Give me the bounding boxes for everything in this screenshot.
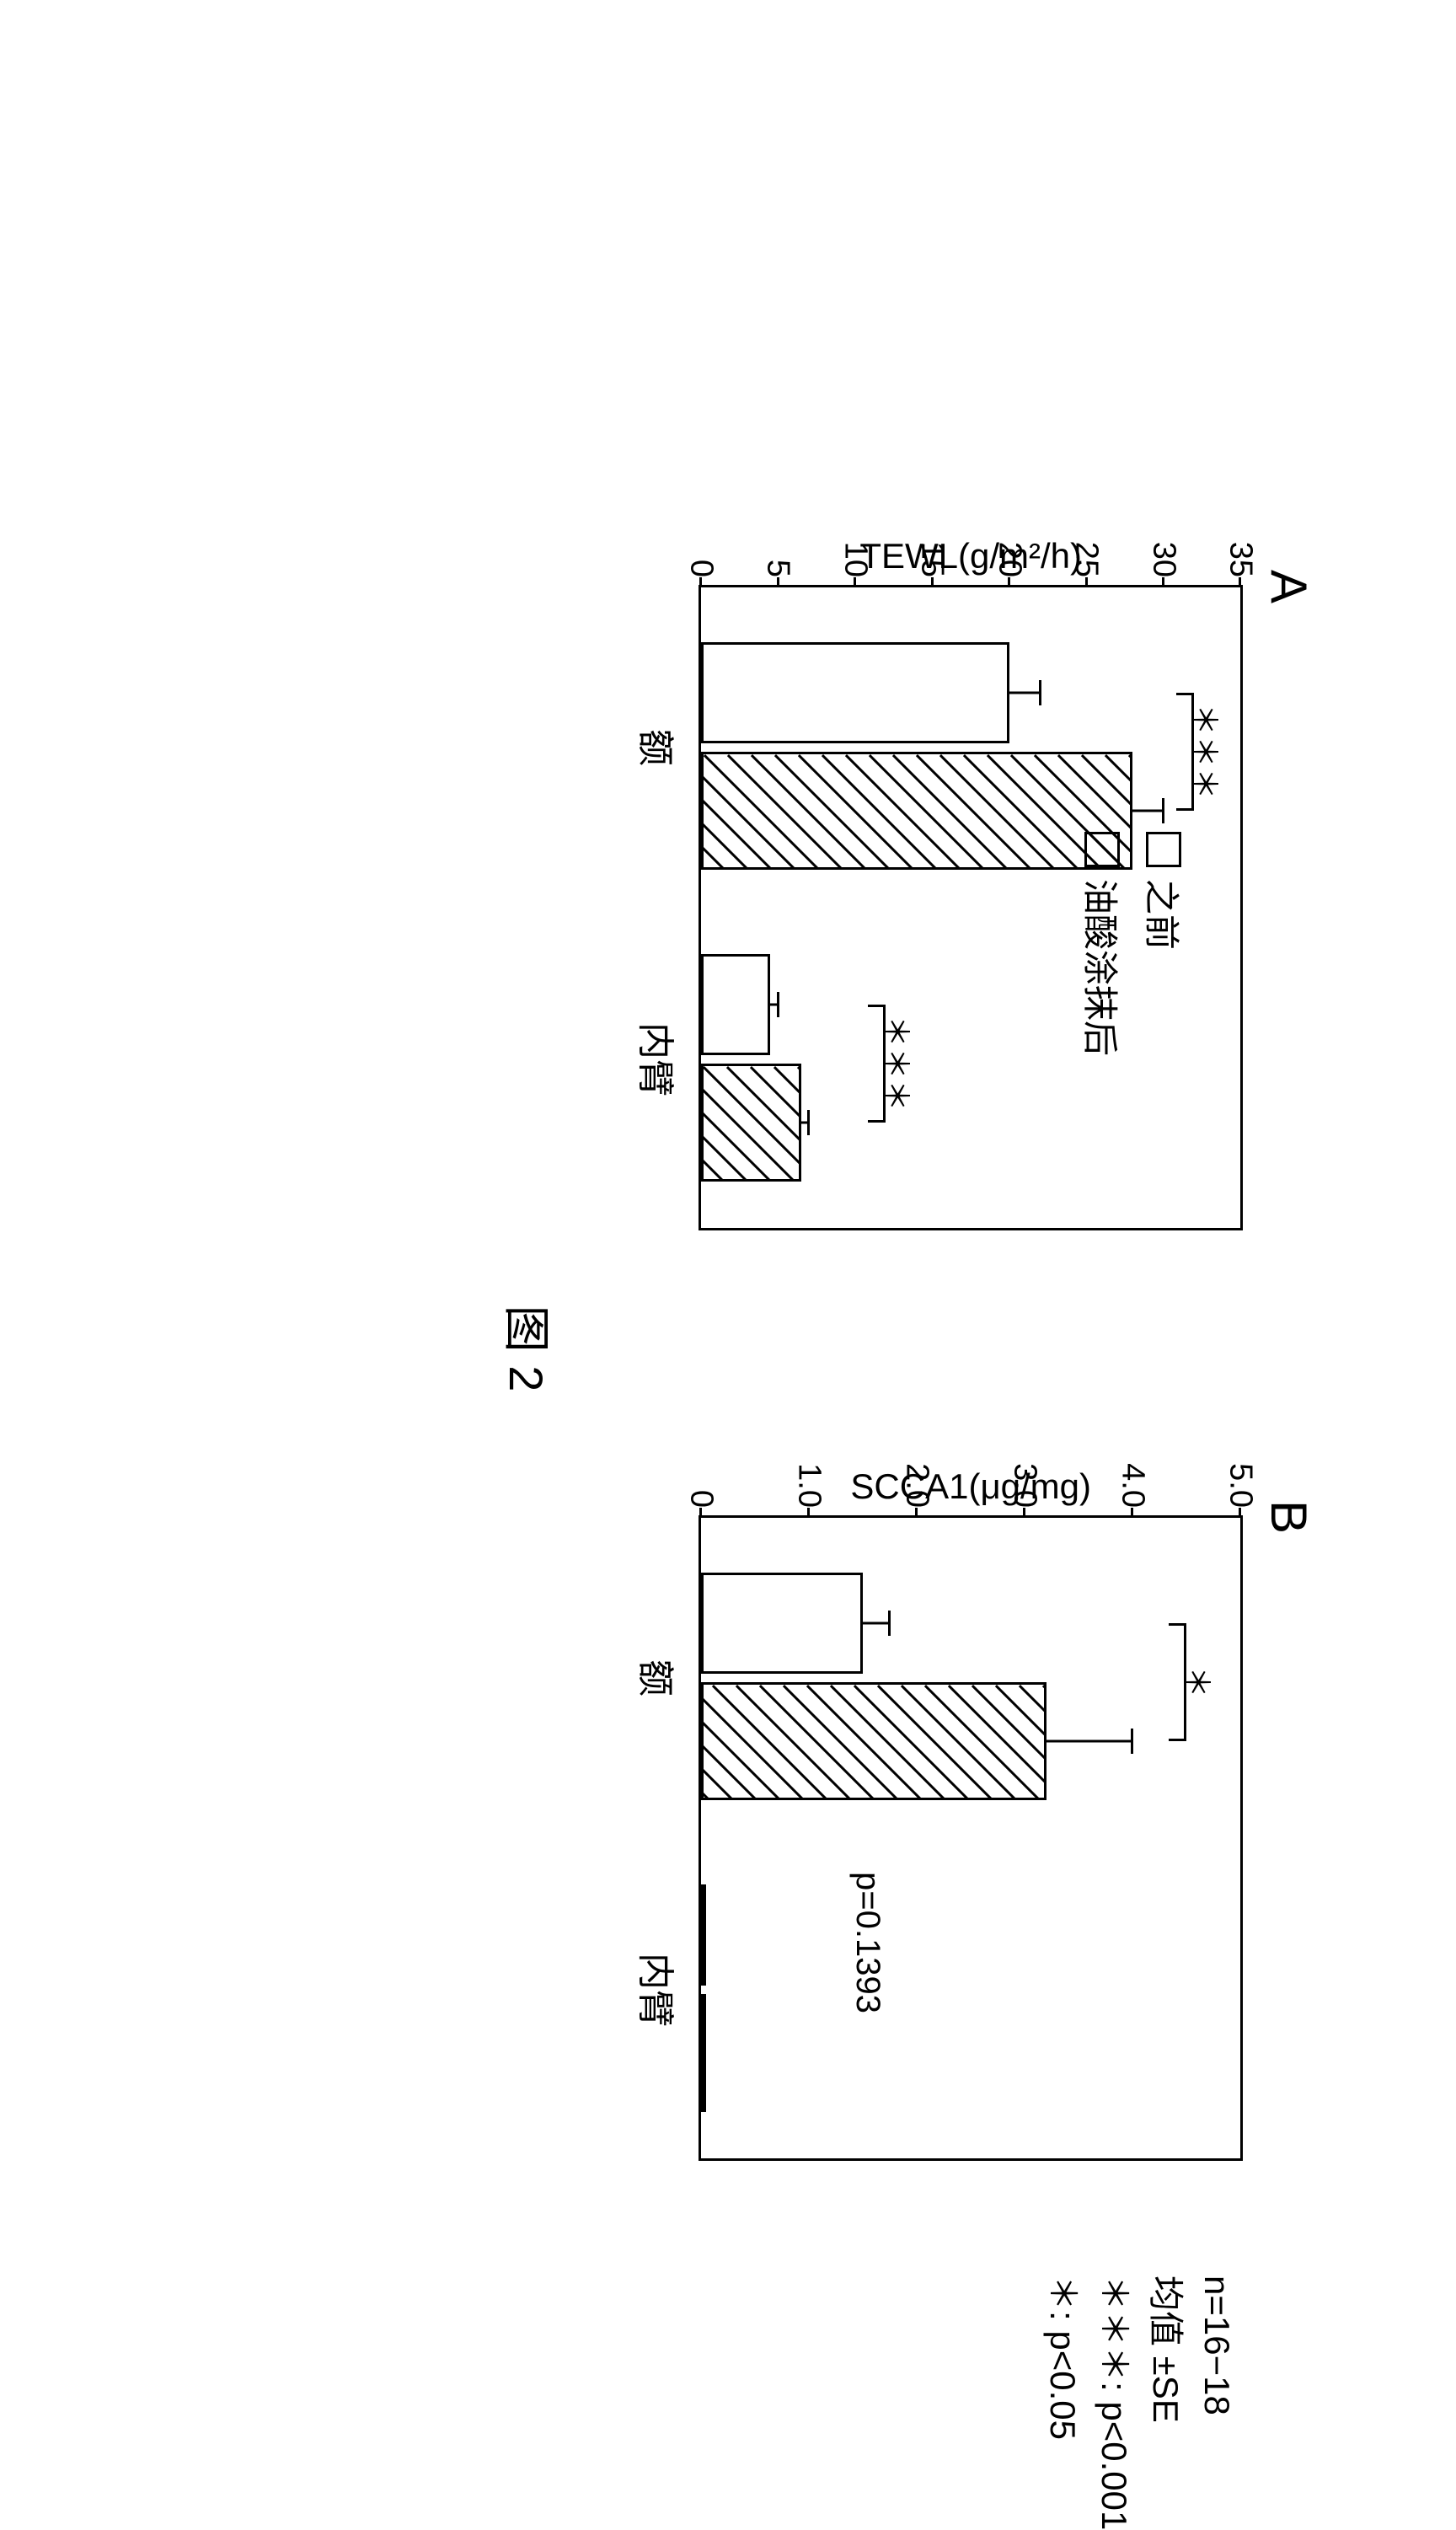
stats-sig2: ＊: p<0.05 <box>1036 2275 1088 2530</box>
ytick-label: 20 <box>991 542 1027 587</box>
xtick-label: 内臂 <box>632 1022 701 1096</box>
ytick-label: 0 <box>683 1490 720 1518</box>
bar-after <box>701 1994 706 2112</box>
error-cap <box>777 992 779 1017</box>
bar-after <box>701 1064 801 1182</box>
xtick-label: 内臂 <box>632 1953 701 2027</box>
error-cap <box>1162 798 1164 823</box>
bar-before <box>701 642 1009 743</box>
ytick-label: 0 <box>683 560 720 587</box>
error-cap <box>889 1611 891 1636</box>
ytick-label: 3.0 <box>1007 1463 1043 1518</box>
legend-label: 油酸涂抹后 <box>1077 879 1128 1056</box>
ytick-label: 35 <box>1223 542 1259 587</box>
panel-a-label: A <box>1260 570 1318 1230</box>
ytick-label: 4.0 <box>1115 1463 1151 1518</box>
stats-sig1: ＊＊＊: p<0.001 <box>1088 2275 1139 2530</box>
ytick-label: 2.0 <box>899 1463 935 1518</box>
bar-before <box>701 1573 863 1674</box>
ytick-label: 1.0 <box>791 1463 827 1518</box>
legend-label: 之前 <box>1138 879 1190 950</box>
error-bar <box>1009 692 1041 694</box>
panel-a-chart-wrapper: TEWL(g/m²/h) 05101520253035额＊＊＊内臂＊＊＊之前油酸… <box>699 536 1243 1230</box>
panel-b: B SCCA1(μg/mg) 01.02.03.04.05.0额＊内臂p=0.1… <box>699 1466 1318 2161</box>
xtick-label: 额 <box>632 729 701 766</box>
ytick-label: 30 <box>1145 542 1181 587</box>
panel-a: A TEWL(g/m²/h) 05101520253035额＊＊＊内臂＊＊＊之前… <box>699 536 1318 1230</box>
legend-item: 油酸涂抹后 <box>1077 832 1128 1056</box>
legend-swatch-after <box>1085 832 1121 867</box>
panel-a-ylabel: TEWL(g/m²/h) <box>859 536 1082 576</box>
bar-before <box>701 954 770 1055</box>
legend: 之前油酸涂抹后 <box>1067 832 1190 1056</box>
panel-a-plot: 05101520253035额＊＊＊内臂＊＊＊之前油酸涂抹后 <box>699 585 1243 1230</box>
panel-b-plot: 01.02.03.04.05.0额＊内臂p=0.1393 <box>699 1515 1243 2161</box>
error-bar <box>1132 810 1164 812</box>
bar-before <box>701 1884 706 1986</box>
stats-n: n=16−18 <box>1191 2275 1242 2530</box>
panels-row: A TEWL(g/m²/h) 05101520253035额＊＊＊内臂＊＊＊之前… <box>699 253 1318 2444</box>
panel-a-chart-area: 05101520253035额＊＊＊内臂＊＊＊之前油酸涂抹后 <box>699 585 1243 1230</box>
error-bar <box>1046 1740 1132 1743</box>
stats-notes: n=16−18 均值 ±SE ＊＊＊: p<0.001 ＊: p<0.05 <box>1036 2275 1242 2530</box>
panel-b-label: B <box>1260 1500 1318 2161</box>
ytick-label: 5.0 <box>1223 1463 1259 1518</box>
legend-item: 之前 <box>1138 832 1190 1056</box>
ytick-label: 5 <box>760 560 796 587</box>
ytick-label: 25 <box>1068 542 1105 587</box>
error-cap <box>808 1110 811 1135</box>
bar-after <box>701 1682 1046 1800</box>
panel-b-chart-wrapper: SCCA1(μg/mg) 01.02.03.04.05.0额＊内臂p=0.139… <box>699 1466 1243 2161</box>
stats-mean: 均值 ±SE <box>1139 2275 1191 2530</box>
legend-swatch-before <box>1147 832 1182 867</box>
xtick-label: 额 <box>632 1659 701 1696</box>
error-cap <box>1039 680 1041 705</box>
pvalue-annotation: p=0.1393 <box>848 1872 886 2013</box>
ytick-label: 10 <box>837 542 873 587</box>
significance-label: ＊＊＊ <box>1185 704 1231 800</box>
significance-label: ＊＊＊ <box>876 1016 923 1112</box>
significance-label: ＊ <box>1177 1666 1223 1698</box>
ytick-label: 15 <box>914 542 950 587</box>
panel-b-ylabel: SCCA1(μg/mg) <box>850 1466 1091 1507</box>
error-cap <box>1132 1729 1134 1754</box>
error-bar <box>863 1622 890 1625</box>
panel-b-chart-area: 01.02.03.04.05.0额＊内臂p=0.1393 <box>699 1515 1243 2161</box>
figure-container: A TEWL(g/m²/h) 0 5 10 15 20 25 30 35 额 ＊＊＊ 内臂 ＊＊＊ 之前… <box>138 253 1318 2444</box>
figure-caption: 图 2 <box>495 253 564 2444</box>
